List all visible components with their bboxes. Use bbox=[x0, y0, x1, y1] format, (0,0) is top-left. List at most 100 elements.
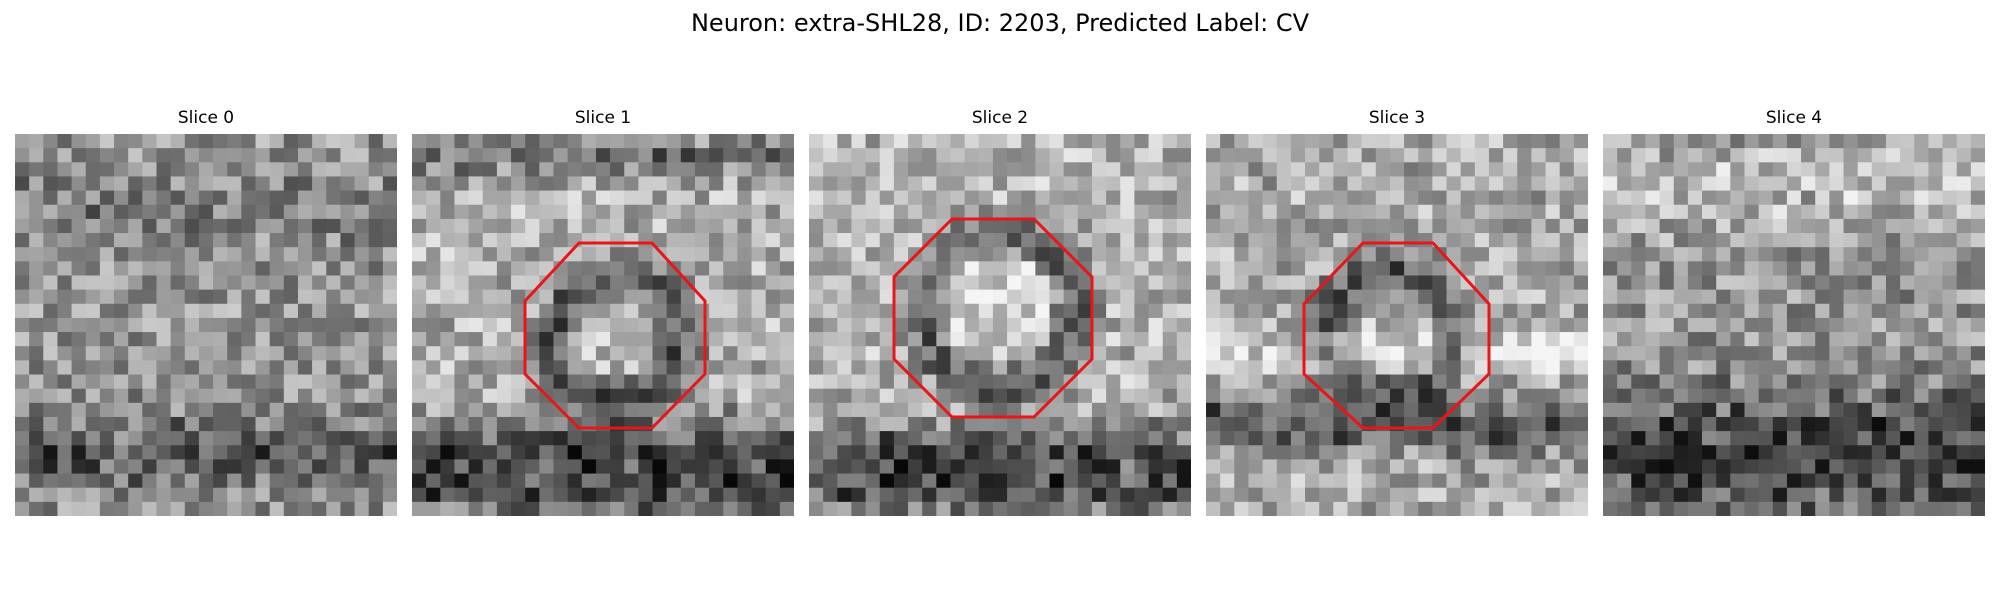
image-pixel bbox=[1744, 473, 1760, 489]
image-pixel bbox=[312, 275, 327, 291]
image-pixel bbox=[1049, 346, 1065, 361]
image-pixel bbox=[283, 303, 299, 319]
image-pixel bbox=[1885, 332, 1901, 347]
image-pixel bbox=[624, 204, 639, 220]
image-pixel bbox=[978, 289, 994, 305]
image-pixel bbox=[1276, 190, 1292, 206]
image-pixel bbox=[652, 473, 668, 489]
image-pixel bbox=[1503, 134, 1518, 149]
slice-panel-4: Slice 4 bbox=[1603, 108, 1985, 516]
image-pixel bbox=[851, 204, 867, 220]
image-pixel bbox=[1942, 176, 1958, 192]
image-pixel bbox=[1432, 247, 1448, 262]
image-pixel bbox=[694, 148, 710, 163]
image-pixel bbox=[1319, 233, 1334, 248]
image-pixel bbox=[1035, 360, 1051, 376]
image-pixel bbox=[1659, 261, 1675, 277]
image-pixel bbox=[680, 233, 696, 248]
image-pixel bbox=[1347, 162, 1363, 178]
image-pixel bbox=[1659, 289, 1675, 305]
image-pixel bbox=[1488, 303, 1504, 319]
image-pixel bbox=[1347, 332, 1363, 347]
image-pixel bbox=[1900, 317, 1915, 333]
image-pixel bbox=[978, 317, 994, 333]
image-pixel bbox=[1234, 431, 1250, 446]
image-pixel bbox=[1347, 445, 1363, 461]
image-pixel bbox=[992, 190, 1008, 206]
image-pixel bbox=[269, 431, 285, 446]
image-pixel bbox=[1262, 487, 1278, 503]
image-pixel bbox=[496, 162, 512, 178]
image-pixel bbox=[1801, 402, 1816, 418]
image-pixel bbox=[1517, 247, 1533, 262]
image-pixel bbox=[1744, 303, 1760, 319]
image-pixel bbox=[1248, 374, 1264, 390]
image-pixel bbox=[382, 445, 397, 461]
image-pixel bbox=[1970, 204, 1985, 220]
image-pixel bbox=[652, 501, 668, 516]
image-pixel bbox=[1120, 162, 1136, 178]
image-pixel bbox=[1021, 431, 1036, 446]
image-pixel bbox=[1517, 317, 1533, 333]
image-pixel bbox=[680, 261, 696, 277]
image-pixel bbox=[680, 416, 696, 432]
image-pixel bbox=[1319, 218, 1334, 234]
image-pixel bbox=[1517, 148, 1533, 163]
image-pixel bbox=[283, 233, 299, 248]
image-pixel bbox=[1162, 445, 1178, 461]
image-pixel bbox=[326, 431, 342, 446]
image-pixel bbox=[170, 487, 186, 503]
image-pixel bbox=[227, 388, 242, 404]
image-pixel bbox=[1702, 218, 1717, 234]
image-pixel bbox=[936, 176, 952, 192]
image-pixel bbox=[765, 445, 781, 461]
image-pixel bbox=[737, 431, 753, 446]
image-pixel bbox=[496, 501, 512, 516]
image-pixel bbox=[1134, 303, 1150, 319]
image-pixel bbox=[1645, 162, 1661, 178]
image-pixel bbox=[1446, 445, 1462, 461]
image-pixel bbox=[57, 303, 73, 319]
image-pixel bbox=[1220, 487, 1235, 503]
image-pixel bbox=[1531, 261, 1547, 277]
image-pixel bbox=[1617, 275, 1632, 291]
image-pixel bbox=[1460, 346, 1476, 361]
image-pixel bbox=[1120, 416, 1136, 432]
image-pixel bbox=[823, 459, 838, 475]
image-pixel bbox=[1206, 388, 1221, 404]
image-pixel bbox=[1730, 332, 1746, 347]
image-pixel bbox=[950, 204, 966, 220]
image-pixel bbox=[1375, 501, 1391, 516]
image-pixel bbox=[468, 317, 484, 333]
image-pixel bbox=[1148, 275, 1164, 291]
image-pixel bbox=[1631, 317, 1647, 333]
image-pixel bbox=[482, 261, 498, 277]
image-pixel bbox=[1928, 374, 1944, 390]
image-pixel bbox=[1942, 275, 1958, 291]
image-pixel bbox=[694, 360, 710, 376]
image-pixel bbox=[624, 247, 639, 262]
image-pixel bbox=[283, 148, 299, 163]
image-pixel bbox=[1871, 303, 1887, 319]
image-pixel bbox=[823, 233, 838, 248]
image-pixel bbox=[893, 162, 909, 178]
image-pixel bbox=[1517, 204, 1533, 220]
image-pixel bbox=[610, 501, 625, 516]
image-pixel bbox=[43, 388, 59, 404]
image-pixel bbox=[809, 289, 824, 305]
image-pixel bbox=[1716, 317, 1731, 333]
image-pixel bbox=[1049, 289, 1065, 305]
image-pixel bbox=[156, 303, 172, 319]
image-pixel bbox=[908, 487, 923, 503]
image-pixel bbox=[1276, 275, 1292, 291]
image-pixel bbox=[1432, 445, 1448, 461]
image-pixel bbox=[114, 162, 129, 178]
image-pixel bbox=[1645, 176, 1661, 192]
image-pixel bbox=[1375, 402, 1391, 418]
image-pixel bbox=[823, 289, 838, 305]
image-pixel bbox=[851, 303, 867, 319]
image-pixel bbox=[1106, 374, 1121, 390]
image-pixel bbox=[1857, 247, 1873, 262]
image-pixel bbox=[1857, 162, 1873, 178]
image-pixel bbox=[1857, 445, 1873, 461]
